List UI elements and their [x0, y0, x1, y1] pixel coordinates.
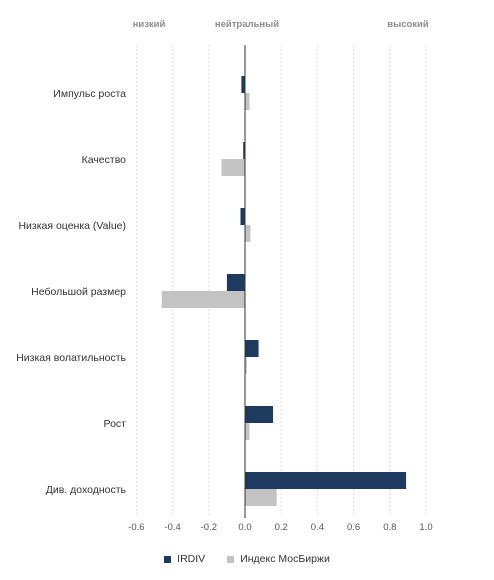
bar-irdiv: [245, 340, 259, 357]
legend-swatch-irdiv: [164, 555, 172, 563]
bar-irdiv: [245, 472, 407, 489]
category-labels: Импульс роста Качество Низкая оценка (Valu…: [16, 88, 126, 496]
bar-moex: [221, 159, 245, 176]
bar-irdiv: [240, 208, 245, 225]
top-labels: низкий нейтральный высокий: [133, 19, 429, 30]
bar-moex: [245, 423, 250, 440]
legend-label-irdiv: IRDIV: [177, 553, 206, 565]
x-tick-label: -0.2: [201, 522, 217, 533]
legend: IRDIV Индекс МосБиржи: [0, 553, 494, 565]
grid-lines: [135, 45, 427, 515]
bar-irdiv: [226, 274, 245, 291]
category-label: Див. доходность: [46, 484, 127, 496]
x-tick-labels: -0.6 -0.4 -0.2 0.0 0.2 0.4 0.6 0.8 1.0: [128, 522, 432, 533]
category-label: Низкая оценка (Value): [18, 220, 126, 232]
legend-swatch-moex: [227, 555, 235, 563]
bars: [161, 45, 407, 518]
category-label: Небольшой размер: [31, 286, 126, 298]
category-label: Качество: [82, 154, 127, 166]
bar-moex: [245, 225, 251, 242]
top-label-low: низкий: [133, 19, 166, 30]
bar-moex: [245, 489, 277, 506]
bar-irdiv: [243, 142, 245, 159]
x-tick-label: 0.8: [383, 522, 396, 533]
top-label-neutral: нейтральный: [215, 19, 279, 30]
x-tick-label: -0.6: [128, 522, 144, 533]
x-tick-label: 1.0: [419, 522, 432, 533]
legend-label-moex: Индекс МосБиржи: [240, 553, 330, 565]
bar-irdiv: [245, 406, 274, 423]
top-label-high: высокий: [387, 19, 429, 30]
category-label: Импульс роста: [53, 88, 126, 100]
category-label: Рост: [104, 418, 127, 430]
x-tick-label: 0.6: [347, 522, 360, 533]
category-label: Низкая волатильность: [16, 352, 126, 364]
bar-moex: [245, 93, 250, 110]
legend-item-moex: Индекс МосБиржи: [227, 553, 330, 565]
x-tick-label: 0.2: [275, 522, 288, 533]
bar-moex: [161, 291, 245, 308]
x-tick-label: 0.0: [238, 522, 251, 533]
x-tick-label: -0.4: [164, 522, 180, 533]
bar-irdiv: [241, 76, 245, 93]
legend-item-irdiv: IRDIV: [164, 553, 205, 565]
x-tick-label: 0.4: [311, 522, 324, 533]
bar-moex: [245, 357, 247, 374]
